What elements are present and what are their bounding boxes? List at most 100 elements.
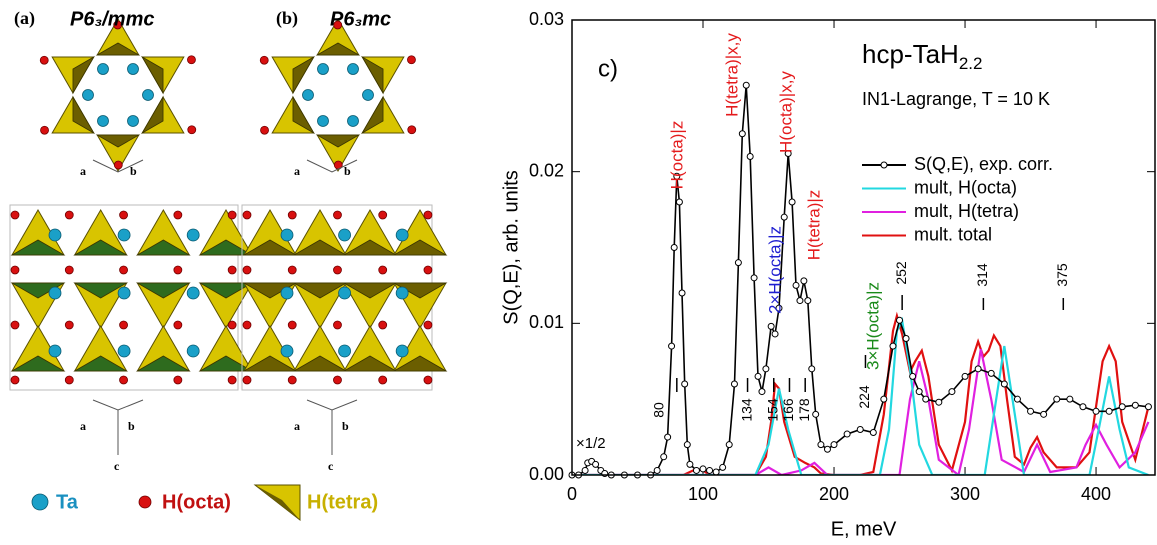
data-point bbox=[922, 395, 930, 403]
tetrahedron-face bbox=[242, 239, 298, 256]
peak-annotation: H(tetra)|z bbox=[804, 190, 823, 261]
axis-label: a bbox=[294, 164, 300, 178]
data-point bbox=[1092, 407, 1100, 415]
ta-atom bbox=[82, 89, 94, 101]
h-octa-atom bbox=[378, 375, 388, 385]
tetrahedron-face bbox=[135, 355, 191, 372]
h-octa-atom bbox=[173, 320, 183, 330]
data-point bbox=[987, 369, 995, 377]
axis-label: a bbox=[80, 419, 86, 433]
data-point bbox=[889, 342, 897, 350]
peak-annotation: 3×H(octa)|z bbox=[863, 282, 882, 370]
data-point bbox=[1040, 410, 1048, 418]
peak-label: 178 bbox=[796, 398, 812, 422]
scale-note: ×1/2 bbox=[576, 435, 606, 452]
peak-annotation: H(tetra)|x,y bbox=[722, 33, 741, 117]
axis-arrows bbox=[306, 159, 358, 173]
h-octa-atom bbox=[113, 20, 123, 30]
axis-label: b bbox=[342, 419, 349, 433]
ta-atom bbox=[48, 344, 62, 358]
tetrahedron-face bbox=[255, 485, 300, 520]
x-tick-label: 0 bbox=[567, 484, 577, 504]
axis-label: b bbox=[130, 164, 137, 178]
ta-atom bbox=[127, 63, 139, 75]
data-point bbox=[1118, 403, 1126, 411]
h-octa-atom bbox=[287, 265, 297, 275]
x-axis-label: E, meV bbox=[831, 518, 897, 540]
peak-label: 134 bbox=[738, 398, 754, 422]
data-point bbox=[817, 441, 825, 449]
ta-atom bbox=[347, 63, 359, 75]
tetrahedron-face bbox=[292, 355, 348, 372]
ta-atom bbox=[362, 89, 374, 101]
h-octa-atom bbox=[287, 320, 297, 330]
data-point bbox=[734, 259, 742, 267]
data-point bbox=[686, 460, 694, 468]
h-octa-atom bbox=[423, 210, 433, 220]
h-octa-atom bbox=[407, 125, 417, 135]
data-point bbox=[909, 372, 917, 380]
tetrahedron-face bbox=[95, 134, 141, 148]
ta-atom bbox=[317, 115, 329, 127]
structures: a b a b c a b a b c (a) P6₃/mmc (b) P6₃mc Ta H(octa) H(t… bbox=[9, 8, 448, 522]
tetrahedron-face bbox=[198, 282, 254, 299]
data-point bbox=[1105, 407, 1113, 415]
data-point bbox=[675, 198, 683, 206]
data-point bbox=[767, 322, 775, 330]
axis-label: a bbox=[294, 419, 300, 433]
ta-atom bbox=[280, 228, 294, 242]
ta-atom bbox=[280, 344, 294, 358]
ta-atom bbox=[117, 286, 131, 300]
h-octa-atom bbox=[187, 55, 196, 65]
h-octa-atom bbox=[333, 20, 343, 30]
ta-atom bbox=[302, 89, 314, 101]
data-point bbox=[1066, 395, 1074, 403]
tetrahedron-face bbox=[292, 239, 348, 256]
data-point bbox=[673, 172, 681, 180]
ta-atom bbox=[97, 63, 109, 75]
data-point bbox=[762, 365, 770, 373]
data-point bbox=[758, 388, 766, 396]
data-point bbox=[896, 316, 904, 324]
data-point bbox=[730, 380, 738, 388]
peak-label: 224 bbox=[856, 385, 872, 409]
h-octa-atom bbox=[173, 265, 183, 275]
y-tick-label: 0.01 bbox=[529, 312, 564, 332]
tetrahedron-face bbox=[361, 55, 384, 95]
chart: 0 100 200 300 400 0.00 0.01 0.02 0.03 80 134 154 166… bbox=[500, 9, 1156, 540]
legend-label: mult, H(tetra) bbox=[914, 201, 1019, 221]
ta-atom bbox=[280, 286, 294, 300]
h-octa-atom bbox=[119, 375, 128, 385]
h-octa-atom bbox=[242, 210, 252, 220]
series-line bbox=[572, 311, 1150, 475]
plot-frame bbox=[571, 19, 1156, 476]
data-point bbox=[683, 441, 691, 449]
ta-atom bbox=[186, 286, 200, 300]
data-point bbox=[935, 398, 943, 406]
tetrahedron-face bbox=[135, 239, 191, 256]
ta-atom bbox=[117, 228, 131, 242]
h-octa-atom bbox=[333, 265, 342, 275]
series-line bbox=[572, 348, 1150, 475]
h-octa-atom bbox=[119, 320, 128, 330]
ta-atom bbox=[338, 286, 351, 300]
tetrahedron-face bbox=[10, 239, 66, 256]
data-point bbox=[1144, 403, 1152, 411]
y-axis-label: S(Q,E), arb. units bbox=[500, 170, 522, 325]
ta-atom bbox=[31, 493, 49, 511]
tetrahedron-face bbox=[141, 95, 164, 135]
legend-label: mult, H(octa) bbox=[914, 177, 1017, 197]
axis-label: b bbox=[344, 164, 351, 178]
data-point bbox=[1013, 395, 1021, 403]
h-octa-atom bbox=[378, 320, 388, 330]
tetrahedron-face bbox=[292, 282, 348, 299]
data-point bbox=[712, 468, 720, 476]
ta-atom bbox=[186, 344, 200, 358]
data-point bbox=[664, 433, 672, 441]
peak-label: 314 bbox=[974, 263, 990, 287]
tetrahedron-face bbox=[315, 134, 361, 148]
h-octa-atom bbox=[333, 375, 342, 385]
title-main: hcp-TaH bbox=[862, 39, 959, 69]
data-point bbox=[581, 466, 589, 474]
